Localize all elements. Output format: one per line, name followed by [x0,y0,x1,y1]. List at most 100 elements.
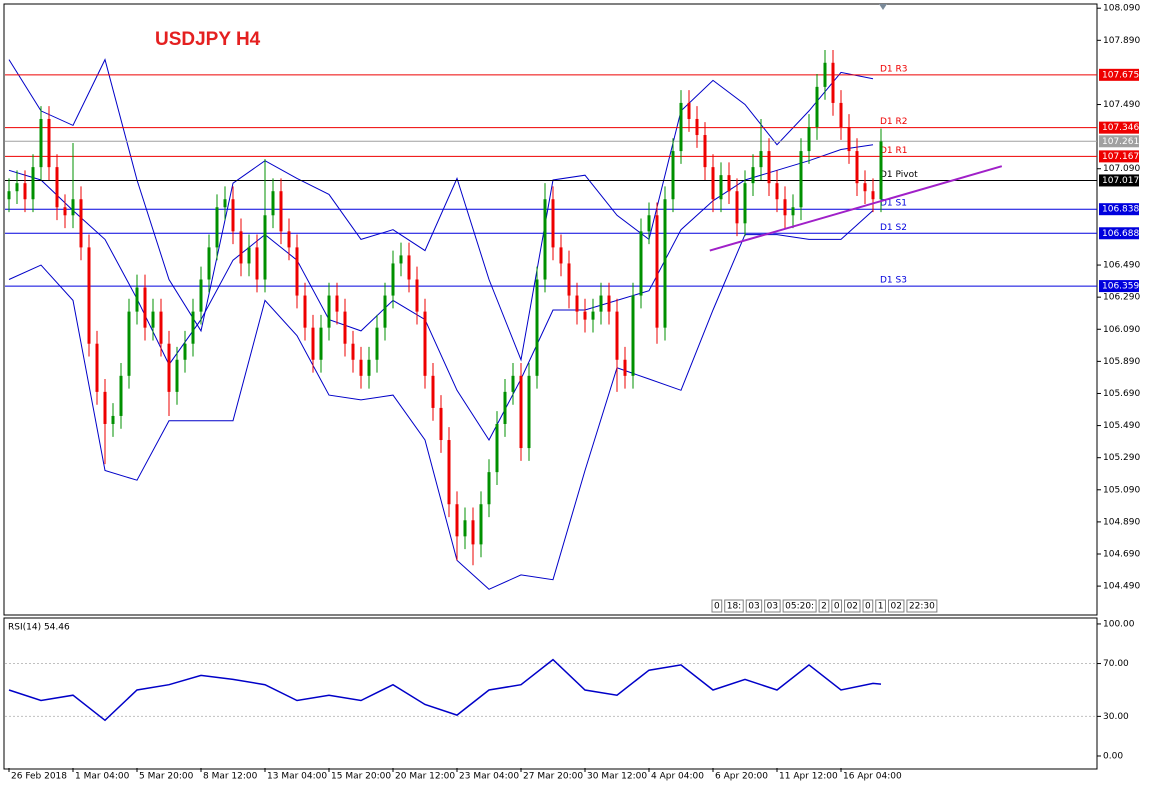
candle-body [351,343,355,360]
candle-body [799,151,803,208]
rsi-tick-label: 30.00 [1103,712,1129,722]
candle-body [159,311,163,344]
pivot-name: D1 Pivot [880,170,918,180]
candle-body [679,102,683,152]
y-tick-label: 106.490 [1103,261,1140,271]
candle-body [551,199,555,248]
candle-body [47,118,51,168]
x-tick-label: 27 Mar 20:00 [523,772,583,782]
candle-body [199,279,203,312]
candle-body [447,440,451,505]
candle-body [7,191,11,200]
rsi-tick-label: 70.00 [1103,659,1129,669]
pivot-value: 106.688 [1102,229,1139,239]
period-box-label: 18: [727,602,741,612]
candle-body [671,151,675,200]
pivot-value: 107.167 [1102,152,1139,162]
trendline [709,165,1003,252]
pivot-box [1099,150,1139,163]
candle-body [791,207,795,216]
candle-body [287,231,291,248]
candle-body [599,295,603,312]
pivot-box [1099,121,1139,134]
candle-body [871,191,875,200]
period-box-label: 05:20: [785,602,814,612]
candle-body [407,255,411,280]
x-tick-label: 13 Mar 04:00 [267,772,327,782]
pivot-value: 106.359 [1102,282,1139,292]
candle-body [367,359,371,376]
period-box-label: 0 [834,602,840,612]
candle-body [423,311,427,376]
rsi-pane [3,617,1098,770]
candle-body [615,311,619,360]
candle-body [863,183,867,192]
pivot-name: D1 S1 [880,199,907,209]
candle-body [439,407,443,441]
y-tick-label: 105.290 [1103,453,1140,463]
current-price-box [1099,135,1139,148]
chart-title: USDJPY H4 [155,29,261,50]
pivot-name: D1 S2 [880,223,907,233]
y-tick-label: 107.890 [1103,36,1140,46]
x-tick-label: 1 Mar 04:00 [75,772,130,782]
period-box-label: 0 [865,602,871,612]
period-box [764,599,781,613]
y-tick-label: 107.090 [1103,164,1140,174]
candle-body [391,263,395,296]
candle-body [607,295,611,312]
pivot-value: 107.675 [1102,70,1139,80]
y-tick-label: 104.690 [1103,550,1140,560]
candle-body [223,199,227,208]
candle-body [127,311,131,376]
candle-body [319,327,323,360]
x-tick-label: 5 Mar 20:00 [139,772,194,782]
candle-body [559,247,563,264]
y-tick-label: 106.090 [1103,325,1140,335]
x-tick-label: 6 Apr 20:00 [715,772,768,782]
candle-body [695,118,699,136]
candle-body [375,327,379,360]
candle-body [79,199,83,248]
pivot-name: D1 R2 [880,117,908,127]
period-box [711,599,723,613]
shift-marker [879,4,887,10]
candle-body [247,247,251,264]
candle-body [311,327,315,360]
candle-body [503,391,507,424]
pivot-box [1099,203,1139,216]
pivot-value: 107.017 [1102,176,1139,186]
candle-body [823,62,827,87]
period-box [745,599,763,613]
y-tick-label: 108.090 [1103,4,1140,14]
candle-body [167,343,171,392]
candle-body [63,207,67,216]
candle-body [879,141,883,200]
y-tick-label: 107.490 [1103,100,1140,110]
candle-body [511,375,515,392]
period-box-label: 2 [821,602,827,612]
candle-body [31,167,35,200]
period-box [782,599,817,613]
candle-body [855,151,859,184]
x-tick-label: 15 Mar 20:00 [331,772,391,782]
candle-body [415,279,419,312]
candle-body [591,311,595,320]
candle-body [399,255,403,264]
period-box [906,599,938,613]
pivot-box [1099,280,1139,293]
rsi-label: RSI(14) 54.46 [8,623,70,633]
candle-body [95,343,99,392]
candle-body [839,102,843,127]
candle-body [623,359,627,376]
y-tick-label: 105.090 [1103,485,1140,495]
candle-body [711,167,715,200]
candle-body [175,359,179,392]
pivot-name: D1 R3 [880,64,908,74]
pivot-name: D1 R1 [880,146,908,156]
period-box [818,599,830,613]
candle-body [743,183,747,224]
x-tick-label: 30 Mar 12:00 [587,772,647,782]
period-box-label: 02 [847,602,858,612]
period-box [887,599,905,613]
